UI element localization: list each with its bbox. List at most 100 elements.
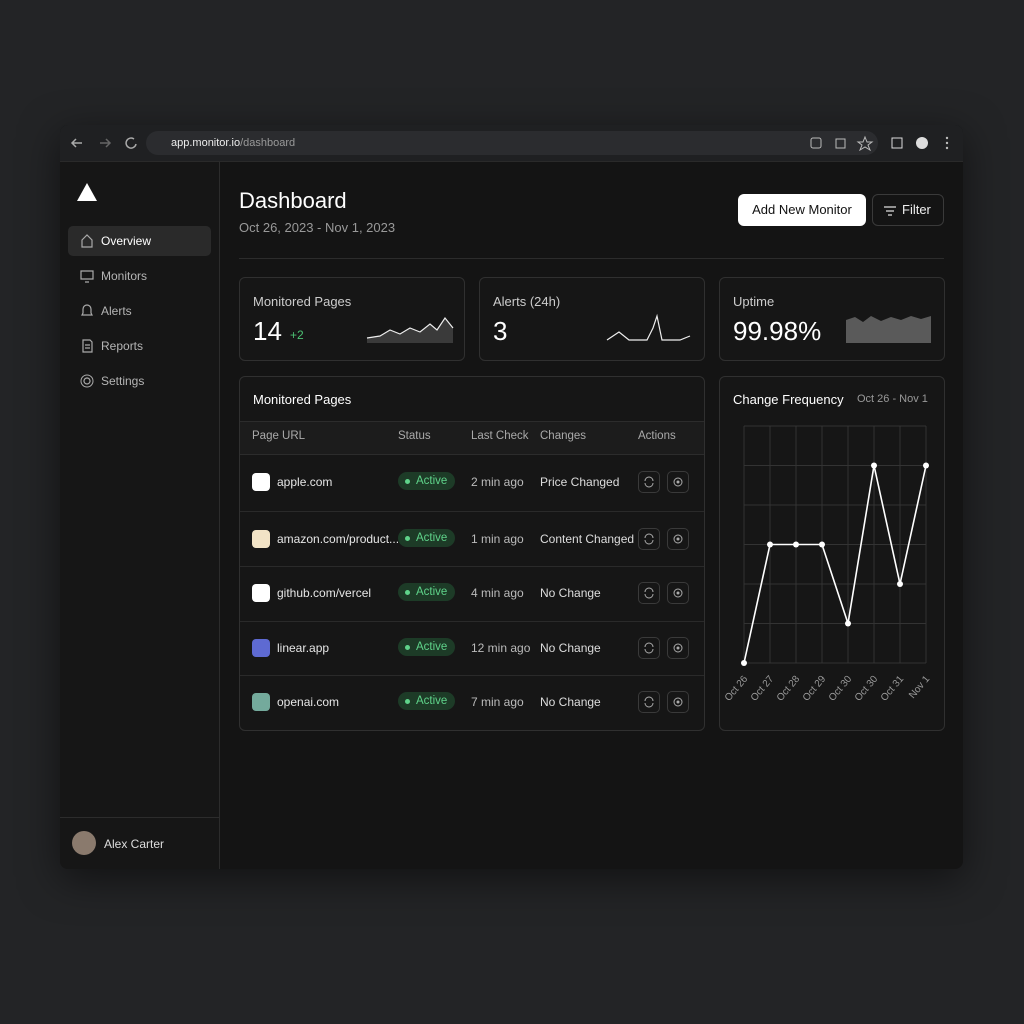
column-header: Actions xyxy=(638,430,676,442)
chart-subtitle: Oct 26 - Nov 1 xyxy=(857,393,928,405)
stat-card: Monitored Pages 14 +2 xyxy=(239,277,465,361)
stat-value: 14 xyxy=(253,316,282,346)
site-icon xyxy=(252,639,270,657)
nav-label: Reports xyxy=(101,339,144,353)
nav-buttons[interactable] xyxy=(68,133,148,153)
logo xyxy=(77,183,97,201)
point xyxy=(923,462,929,469)
last-check: 12 min ago xyxy=(471,641,531,655)
user-name[interactable]: Alex Carter xyxy=(104,837,165,851)
status-pill: Active xyxy=(398,638,456,656)
change-type: Content Changed xyxy=(540,532,635,546)
stat-delta: +2 xyxy=(290,328,304,342)
refresh-button[interactable] xyxy=(638,582,660,604)
page-url: amazon.com/product... xyxy=(277,532,400,546)
last-check: 1 min ago xyxy=(471,532,524,546)
site-icon xyxy=(252,584,270,602)
address-bar[interactable]: app.monitor.io/dashboard xyxy=(146,131,878,155)
refresh-button[interactable] xyxy=(638,637,660,659)
page-url: github.com/vercel xyxy=(277,586,372,600)
change-type: Price Changed xyxy=(540,475,620,489)
change-type: No Change xyxy=(540,586,601,600)
status-pill: Active xyxy=(398,529,456,547)
point xyxy=(819,541,825,548)
refresh-button[interactable] xyxy=(638,471,660,493)
row-divider xyxy=(240,675,704,676)
settings-button[interactable] xyxy=(667,637,689,659)
page-url: linear.app xyxy=(277,641,330,655)
row-divider xyxy=(240,620,704,622)
settings-button[interactable] xyxy=(667,691,689,713)
status-pill: Active xyxy=(398,583,456,601)
x-tick-label: Oct 27 xyxy=(749,674,777,704)
stat-value: 99.98% xyxy=(733,316,822,346)
stat-value: 3 xyxy=(493,316,508,346)
settings-button[interactable] xyxy=(667,582,689,604)
last-check: 2 min ago xyxy=(471,475,524,489)
site-icon xyxy=(252,473,270,491)
page-title: Dashboard xyxy=(239,188,347,213)
point xyxy=(871,462,877,469)
settings-button[interactable] xyxy=(667,471,689,493)
x-tick-label: Nov 1 xyxy=(907,674,932,701)
stat-card: Uptime 99.98% xyxy=(719,277,945,361)
browser-window: app.monitor.io/dashboard Overview Monitor… xyxy=(60,125,963,869)
status-pill: Active xyxy=(398,472,456,490)
page-url: openai.com xyxy=(277,695,340,709)
stat-label: Monitored Pages xyxy=(253,294,352,309)
nav-item[interactable]: Monitors xyxy=(68,261,211,291)
x-tick-label: Oct 30 xyxy=(827,674,855,704)
nav-label: Monitors xyxy=(101,269,148,283)
nav-item[interactable]: Reports xyxy=(68,331,211,361)
column-header: Page URL xyxy=(252,430,306,442)
sparkline xyxy=(366,316,454,343)
settings-button[interactable] xyxy=(667,528,689,550)
url-path: /dashboard xyxy=(240,137,296,149)
site-icon xyxy=(252,530,270,548)
avatar xyxy=(72,831,96,855)
refresh-button[interactable] xyxy=(638,528,660,550)
x-tick-label: Oct 29 xyxy=(801,674,829,704)
refresh-button[interactable] xyxy=(638,691,660,713)
page-url: apple.com xyxy=(277,475,333,489)
point xyxy=(741,660,747,666)
nav-label: Alerts xyxy=(101,304,132,318)
nav-label: Overview xyxy=(101,234,152,248)
filter-label: Filter xyxy=(902,202,931,217)
sidebar: Overview Monitors Alerts Reports Settings Al… xyxy=(60,162,220,869)
toolbar-icons[interactable] xyxy=(805,135,955,151)
url-host: app.monitor.io xyxy=(171,137,241,149)
point xyxy=(845,620,851,627)
point xyxy=(897,581,903,587)
table-card: Monitored Pages Page URL Status Last Check… xyxy=(239,376,705,731)
x-tick-label: Oct 28 xyxy=(775,674,803,704)
sparkline xyxy=(606,313,691,341)
stat-label: Alerts (24h) xyxy=(493,294,561,309)
nav-item[interactable]: Alerts xyxy=(68,296,211,326)
nav-label: Settings xyxy=(101,374,145,388)
date-range: Oct 26, 2023 - Nov 1, 2023 xyxy=(239,220,396,235)
chart-title: Change Frequency xyxy=(733,392,844,407)
browser-toolbar: app.monitor.io/dashboard xyxy=(60,125,963,162)
x-tick-label: Oct 30 xyxy=(853,674,881,704)
nav-item[interactable]: Overview xyxy=(68,226,211,256)
change-type: No Change xyxy=(540,641,601,655)
site-icon xyxy=(252,693,270,711)
last-check: 4 min ago xyxy=(471,586,524,600)
column-header: Changes xyxy=(540,430,587,442)
row-divider xyxy=(240,510,704,512)
stat-card: Alerts (24h) 3 xyxy=(479,277,705,361)
add-monitor-button[interactable]: Add New Monitor xyxy=(738,194,866,226)
row-divider xyxy=(240,566,704,567)
point xyxy=(793,541,799,548)
change-type: No Change xyxy=(540,695,601,709)
table-title: Monitored Pages xyxy=(253,392,352,407)
nav-item[interactable]: Settings xyxy=(68,366,211,396)
sparkline xyxy=(846,316,931,343)
filter-button[interactable]: Filter xyxy=(872,194,944,226)
chart-card: Change Frequency Oct 26 - Nov 1 Oct 26 Oc… xyxy=(719,376,945,731)
column-header: Status xyxy=(398,430,431,442)
point xyxy=(767,541,773,548)
